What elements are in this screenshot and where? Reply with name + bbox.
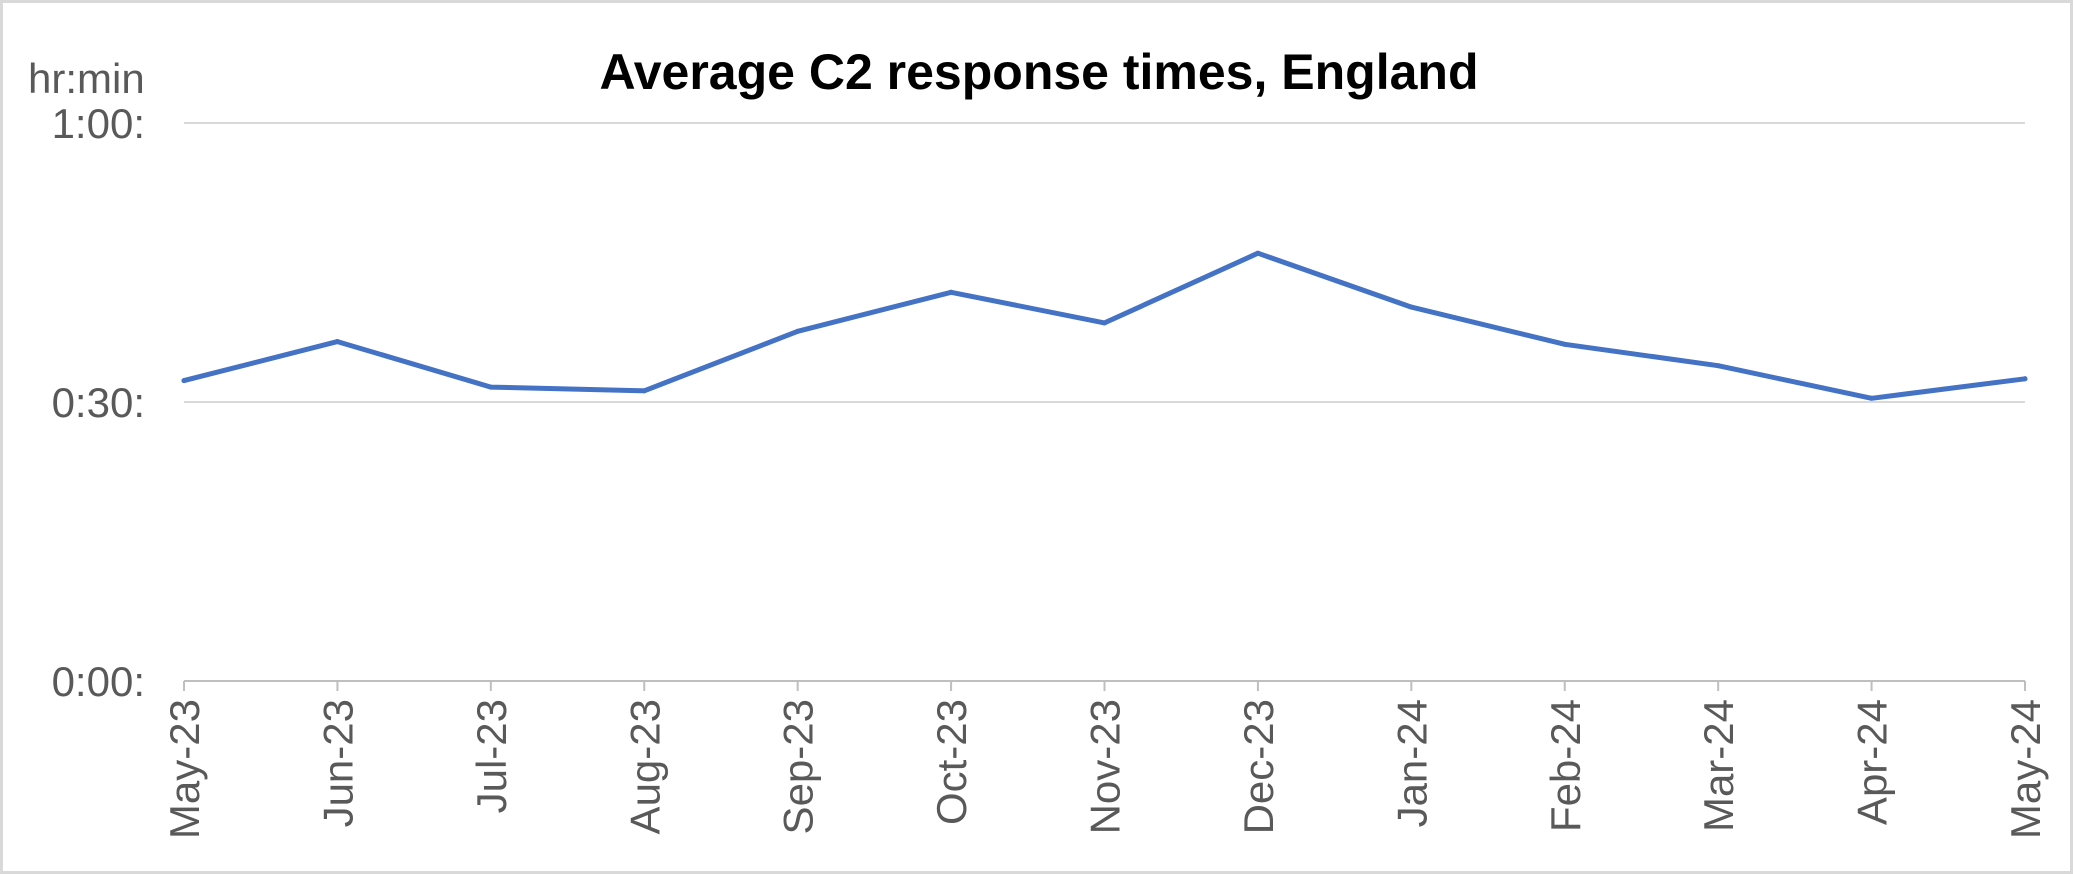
data-point — [1408, 304, 1414, 310]
x-tick-label: Feb-24 — [1542, 699, 1589, 832]
x-tick-label: Nov-23 — [1082, 699, 1129, 834]
y-tick-label: 0:00: — [52, 658, 145, 705]
x-tick-label: Jul-23 — [468, 699, 515, 813]
data-point — [1255, 250, 1261, 256]
x-tick-label: Apr-24 — [1849, 699, 1896, 825]
line-chart: Average C2 response times, England hr:mi… — [28, 44, 2049, 839]
data-point — [181, 378, 187, 384]
y-axis-unit-label: hr:min — [28, 55, 145, 102]
x-axis-tick-labels: May-23 Jun-23 Jul-23 Aug-23 Sep-23 Oct-23 Nov-… — [161, 699, 2049, 839]
series-group — [181, 250, 2028, 401]
y-tick-label: 0:30: — [52, 379, 145, 426]
data-point — [795, 328, 801, 334]
data-point — [488, 384, 494, 390]
x-axis — [183, 680, 2026, 691]
x-tick-label: Jan-24 — [1388, 699, 1435, 827]
x-tick-label: Dec-23 — [1235, 699, 1282, 834]
data-point — [948, 289, 954, 295]
x-tick-label: Jun-23 — [314, 699, 361, 827]
x-tick-label: Oct-23 — [928, 699, 975, 825]
x-tick-label: Aug-23 — [621, 699, 668, 834]
data-point — [1102, 320, 1107, 326]
data-point — [1869, 395, 1875, 401]
x-tick-label: May-23 — [161, 699, 208, 839]
x-tick-label: Mar-24 — [1695, 699, 1742, 832]
gridlines — [184, 122, 2025, 403]
y-axis-tick-labels: 0:00: 0:30: 1:00: — [52, 100, 145, 705]
data-point — [1562, 341, 1568, 347]
data-point — [1715, 363, 1721, 369]
data-point — [2022, 376, 2028, 382]
series-line — [181, 250, 2028, 401]
chart-title: Average C2 response times, England — [599, 44, 1478, 100]
y-tick-label: 1:00: — [52, 100, 145, 147]
data-point — [334, 339, 340, 345]
x-tick-label: May-24 — [2002, 699, 2049, 839]
x-tick-label: Sep-23 — [775, 699, 822, 834]
data-point — [641, 388, 647, 394]
